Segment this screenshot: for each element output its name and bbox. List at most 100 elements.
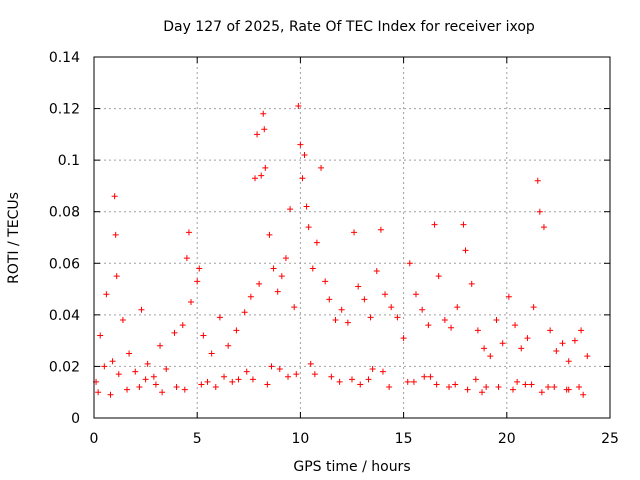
data-point — [518, 345, 525, 352]
x-axis-ticks: 0 5 10 15 20 25 — [90, 57, 619, 447]
data-point — [404, 378, 411, 385]
data-point — [365, 376, 372, 383]
data-point — [487, 353, 494, 360]
data-point — [454, 304, 461, 311]
data-point — [115, 371, 122, 378]
data-point — [307, 360, 314, 367]
data-points — [93, 102, 591, 398]
data-point — [256, 280, 263, 287]
data-point — [262, 164, 269, 171]
x-axis-label: GPS time / hours — [293, 459, 410, 475]
data-point — [528, 381, 535, 388]
data-point — [373, 268, 380, 275]
data-point — [287, 206, 294, 213]
data-point — [303, 203, 310, 210]
data-point — [412, 291, 419, 298]
x-tick-label: 20 — [498, 431, 516, 447]
data-point — [499, 340, 506, 347]
data-point — [150, 373, 157, 380]
data-point — [142, 376, 149, 383]
data-point — [400, 335, 407, 342]
data-point — [266, 231, 273, 238]
data-point — [241, 309, 248, 316]
data-point — [109, 358, 116, 365]
data-point — [382, 291, 389, 298]
data-point — [425, 322, 432, 329]
data-point — [291, 304, 298, 311]
data-point — [421, 373, 428, 380]
data-point — [524, 335, 531, 342]
data-point — [183, 255, 190, 262]
data-point — [522, 381, 529, 388]
chart-title: Day 127 of 2025, Rate Of TEC Index for r… — [163, 19, 535, 35]
data-point — [136, 384, 143, 391]
data-point — [112, 231, 119, 238]
data-point — [464, 386, 471, 393]
data-point — [101, 363, 108, 370]
data-point — [221, 373, 228, 380]
data-point — [299, 175, 306, 182]
data-point — [369, 366, 376, 373]
data-point — [431, 221, 438, 228]
data-point — [565, 358, 572, 365]
data-point — [249, 376, 256, 383]
data-point — [410, 378, 417, 385]
data-point — [326, 296, 333, 303]
data-point — [394, 314, 401, 321]
data-point — [124, 386, 131, 393]
data-point — [119, 317, 126, 324]
data-point — [152, 381, 159, 388]
y-tick-label: 0.08 — [49, 205, 80, 221]
data-point — [571, 337, 578, 344]
data-point — [297, 141, 304, 148]
data-point — [351, 229, 358, 236]
data-point — [551, 384, 558, 391]
data-point — [173, 384, 180, 391]
data-point — [200, 332, 207, 339]
data-point — [578, 327, 585, 334]
data-point — [427, 373, 434, 380]
data-point — [536, 208, 543, 215]
data-point — [538, 389, 545, 396]
data-point — [344, 319, 351, 326]
x-tick-label: 25 — [601, 431, 619, 447]
data-point — [448, 324, 455, 331]
data-point — [233, 327, 240, 334]
data-point — [547, 327, 554, 334]
y-tick-label: 0.12 — [49, 102, 80, 118]
data-point — [305, 224, 312, 231]
data-point — [512, 322, 519, 329]
data-point — [433, 381, 440, 388]
data-point — [309, 265, 316, 272]
data-point — [212, 384, 219, 391]
data-point — [278, 273, 285, 280]
y-tick-label: 0.06 — [49, 256, 80, 272]
data-point — [357, 381, 364, 388]
data-point — [322, 278, 329, 285]
data-point — [328, 373, 335, 380]
data-point — [132, 368, 139, 375]
data-point — [336, 378, 343, 385]
data-point — [483, 384, 490, 391]
grid-lines — [94, 57, 610, 418]
data-point — [563, 386, 570, 393]
data-point — [332, 317, 339, 324]
y-axis-ticks: 0 0.02 0.04 0.06 0.08 0.1 0.12 0.14 — [49, 50, 610, 427]
data-point — [282, 255, 289, 262]
data-point — [196, 265, 203, 272]
data-point — [258, 172, 265, 179]
data-point — [138, 306, 145, 313]
data-point — [509, 386, 516, 393]
data-point — [441, 317, 448, 324]
data-point — [338, 306, 345, 313]
data-point — [545, 384, 552, 391]
y-axis-label: ROTI / TECUs — [6, 192, 22, 284]
data-point — [254, 131, 261, 138]
data-point — [505, 293, 512, 300]
data-point — [313, 239, 320, 246]
data-point — [540, 224, 547, 231]
data-point — [553, 347, 560, 354]
data-point — [179, 322, 186, 329]
data-point — [276, 366, 283, 373]
